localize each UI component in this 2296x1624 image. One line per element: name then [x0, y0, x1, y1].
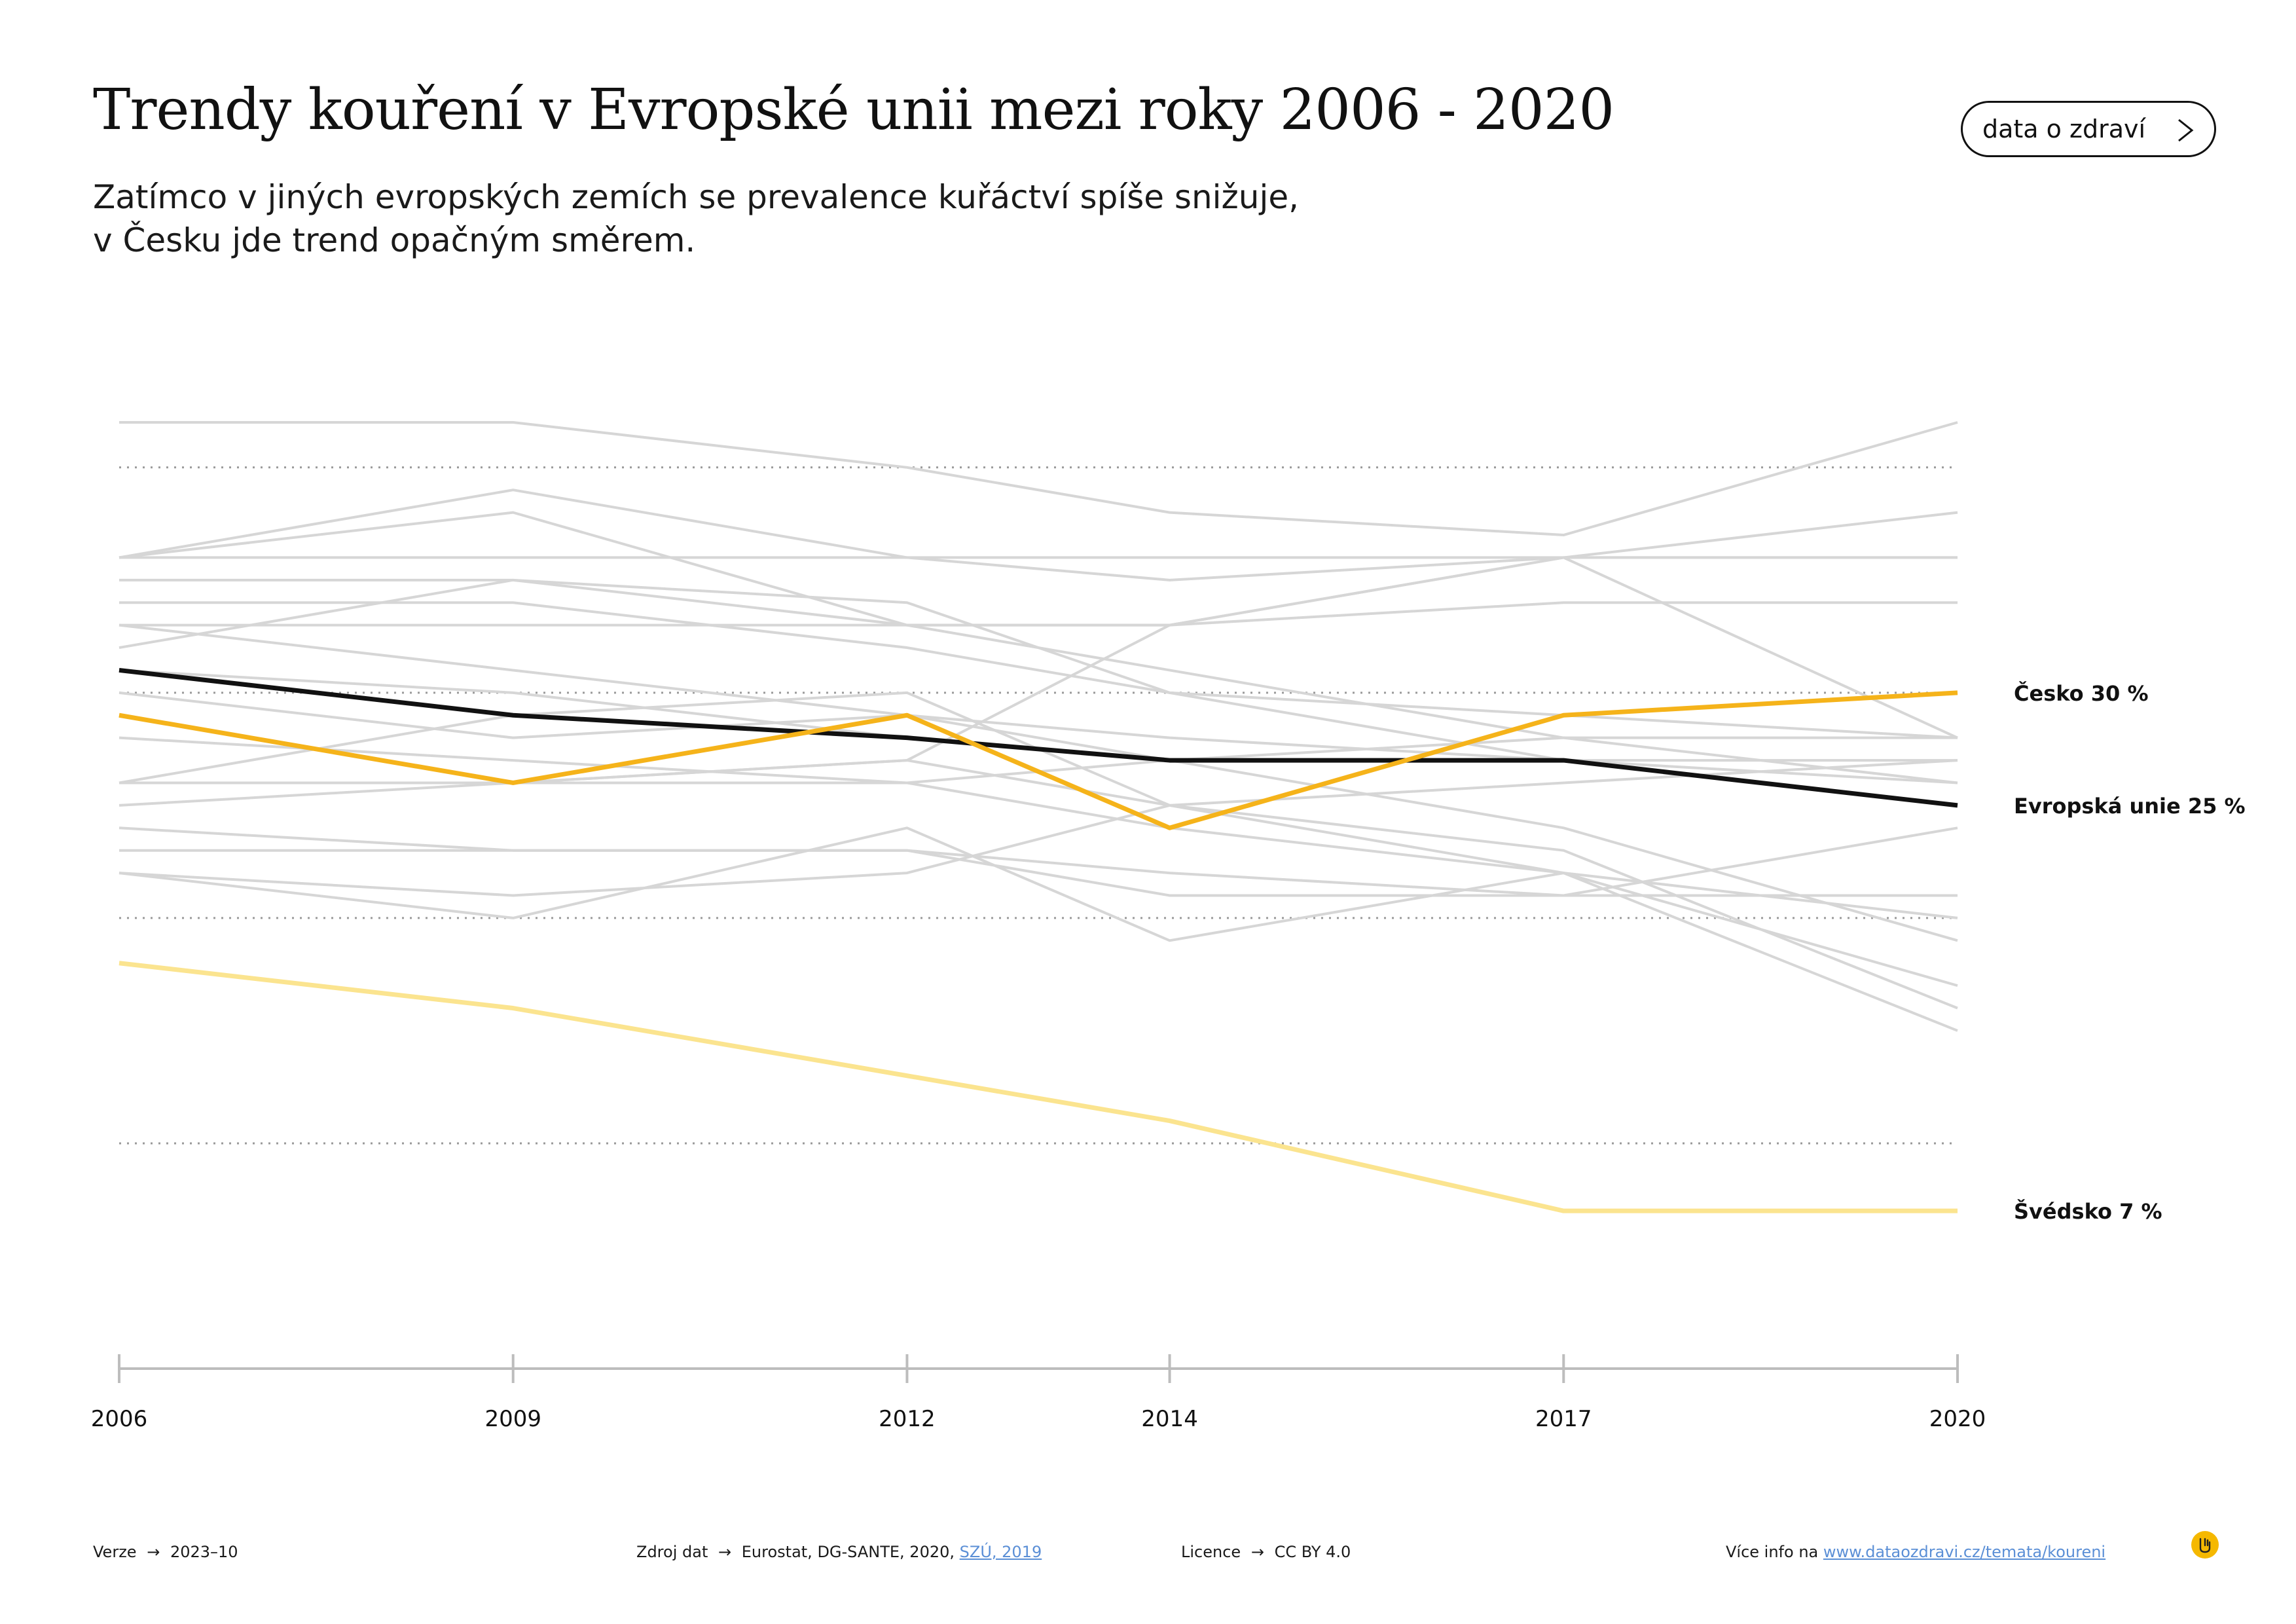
- more-info-label: Více info na: [1726, 1543, 1819, 1561]
- footer-source: Zdroj dat → Eurostat, DG-SANTE, 2020, SZ…: [636, 1543, 1042, 1561]
- license-label: Licence: [1181, 1543, 1241, 1561]
- x-tick-label-2012: 2012: [879, 1406, 936, 1432]
- highlighted-series-layer: [118, 667, 1958, 1213]
- series-line-česko: [118, 690, 1958, 830]
- version-label: Verze: [93, 1543, 137, 1561]
- x-tick-label-2017: 2017: [1535, 1406, 1592, 1432]
- x-axis: 2006 2009 2012 2014 2017 2020: [91, 1354, 1986, 1432]
- arrow-icon: →: [147, 1543, 160, 1561]
- series-label-evropská-unie: Evropská unie 25 %: [2014, 794, 2246, 819]
- series-line-country-13: [118, 736, 1958, 987]
- x-tick-label-2014: 2014: [1141, 1406, 1198, 1432]
- license-value: CC BY 4.0: [1274, 1543, 1351, 1561]
- page-subtitle: Zatímco v jiných evropských zemích se pr…: [93, 175, 1299, 262]
- source-link[interactable]: SZÚ, 2019: [959, 1543, 1042, 1561]
- hand-logo-glyph: [2199, 1538, 2211, 1553]
- series-line-country-8: [119, 601, 1958, 627]
- data-o-zdravi-button-label: data o zdraví: [1982, 115, 2146, 143]
- x-tick-label-2020: 2020: [1929, 1406, 1986, 1432]
- series-line-country-6: [119, 601, 1958, 739]
- series-line-country-19: [118, 759, 1958, 897]
- series-line-country-18: [119, 849, 1958, 897]
- chevron-right-icon: [2178, 119, 2194, 142]
- series-label-švédsko: Švédsko 7 %: [2014, 1198, 2162, 1224]
- source-label: Zdroj dat: [636, 1543, 708, 1561]
- series-line-evropská-unie: [118, 667, 1958, 808]
- series-line-country-2: [118, 489, 1958, 581]
- series-labels: Česko 30 % Evropská unie 25 % Švédsko 7 %: [2014, 680, 2246, 1224]
- hand-logo-icon: [2191, 1531, 2219, 1559]
- series-line-country-11: [118, 691, 1958, 784]
- footer-more-info: Více info na www.dataozdravi.cz/temata/k…: [1726, 1543, 2105, 1561]
- series-line-country-17: [118, 826, 1958, 897]
- series-line-country-7: [118, 623, 1958, 762]
- more-info-link[interactable]: www.dataozdravi.cz/temata/koureni: [1823, 1543, 2106, 1561]
- version-value: 2023–10: [170, 1543, 238, 1561]
- arrow-icon: →: [718, 1543, 732, 1561]
- x-tick-label-2009: 2009: [484, 1406, 541, 1432]
- series-label-česko: Česko 30 %: [2014, 680, 2149, 706]
- footer-license: Licence → CC BY 4.0: [1181, 1543, 1351, 1561]
- arrow-icon: →: [1250, 1543, 1264, 1561]
- data-o-zdravi-button[interactable]: data o zdraví: [1961, 101, 2216, 157]
- background-series-layer: [118, 421, 1958, 1032]
- subtitle-line-1: Zatímco v jiných evropských zemích se pr…: [93, 178, 1300, 216]
- source-value: Eurostat, DG-SANTE, 2020,: [741, 1543, 955, 1561]
- footer-version: Verze → 2023–10: [93, 1543, 238, 1561]
- series-line-country-16: [118, 556, 1958, 807]
- series-line-švédsko: [118, 961, 1958, 1213]
- series-line-country-20: [118, 826, 1958, 1032]
- series-line-country-1: [119, 421, 1958, 537]
- x-tick-label-2006: 2006: [91, 1406, 148, 1432]
- subtitle-line-2: v Česku jde trend opačným směrem.: [93, 221, 696, 259]
- page-title: Trendy kouření v Evropské unii mezi roky…: [93, 77, 1614, 143]
